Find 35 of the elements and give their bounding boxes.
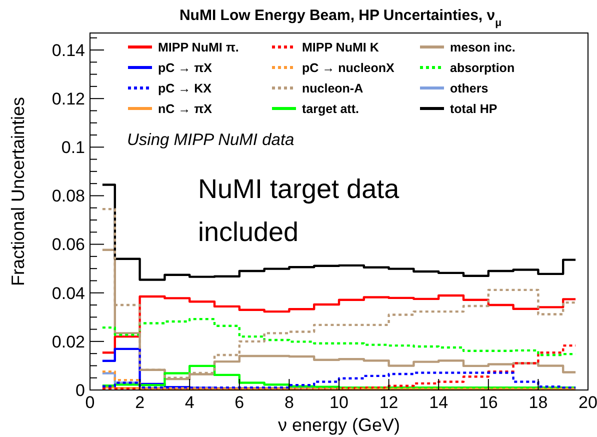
legend-label: meson inc. — [450, 40, 516, 54]
legend-label: MIPP NuMI K — [302, 40, 379, 54]
legend-label: total HP — [450, 102, 498, 116]
y-tick-label: 0.14 — [52, 40, 85, 60]
y-tick-label: 0 — [76, 380, 85, 400]
x-tick-label: 12 — [379, 393, 398, 412]
legend-label: pC → KX — [158, 81, 212, 96]
y-tick-label: 0.12 — [52, 90, 85, 109]
x-tick-label: 4 — [184, 393, 194, 412]
annotation: Using MIPP NuMI data — [127, 131, 294, 149]
y-tick-label: 0.08 — [52, 186, 85, 206]
y-tick-label: 0.06 — [52, 235, 85, 254]
y-tick-label: 0.1 — [61, 138, 85, 158]
x-tick-label: 8 — [284, 393, 294, 412]
chart-title: NuMI Low Energy Beam, HP Uncertainties, ν$_{μ}$ — [179, 7, 502, 29]
x-tick-label: 2 — [135, 393, 145, 412]
legend-label: MIPP NuMI π. — [158, 40, 239, 54]
legend-label: pC → nucleonX — [302, 60, 396, 75]
y-axis-title: Fractional Uncertainties — [8, 96, 28, 286]
x-tick-label: 18 — [528, 393, 548, 412]
x-axis-title: ν energy (GeV) — [278, 415, 400, 435]
annotation: NuMI target data included — [198, 174, 400, 247]
y-tick-label: 0.04 — [52, 284, 85, 303]
legend-label: nC → πX — [158, 102, 213, 116]
x-tick-label: 16 — [478, 393, 498, 412]
legend-label: target att. — [302, 102, 359, 116]
x-tick-label: 20 — [578, 393, 597, 412]
legend-label: nucleon-A — [302, 81, 364, 96]
legend-label: pC → πX — [158, 60, 213, 75]
y-tick-label: 0.02 — [52, 332, 85, 352]
legend-label: others — [450, 81, 488, 96]
legend-label: absorption — [450, 60, 515, 75]
x-tick-label: 10 — [330, 393, 348, 412]
x-tick-label: 14 — [429, 393, 448, 412]
x-tick-label: 6 — [234, 393, 244, 412]
